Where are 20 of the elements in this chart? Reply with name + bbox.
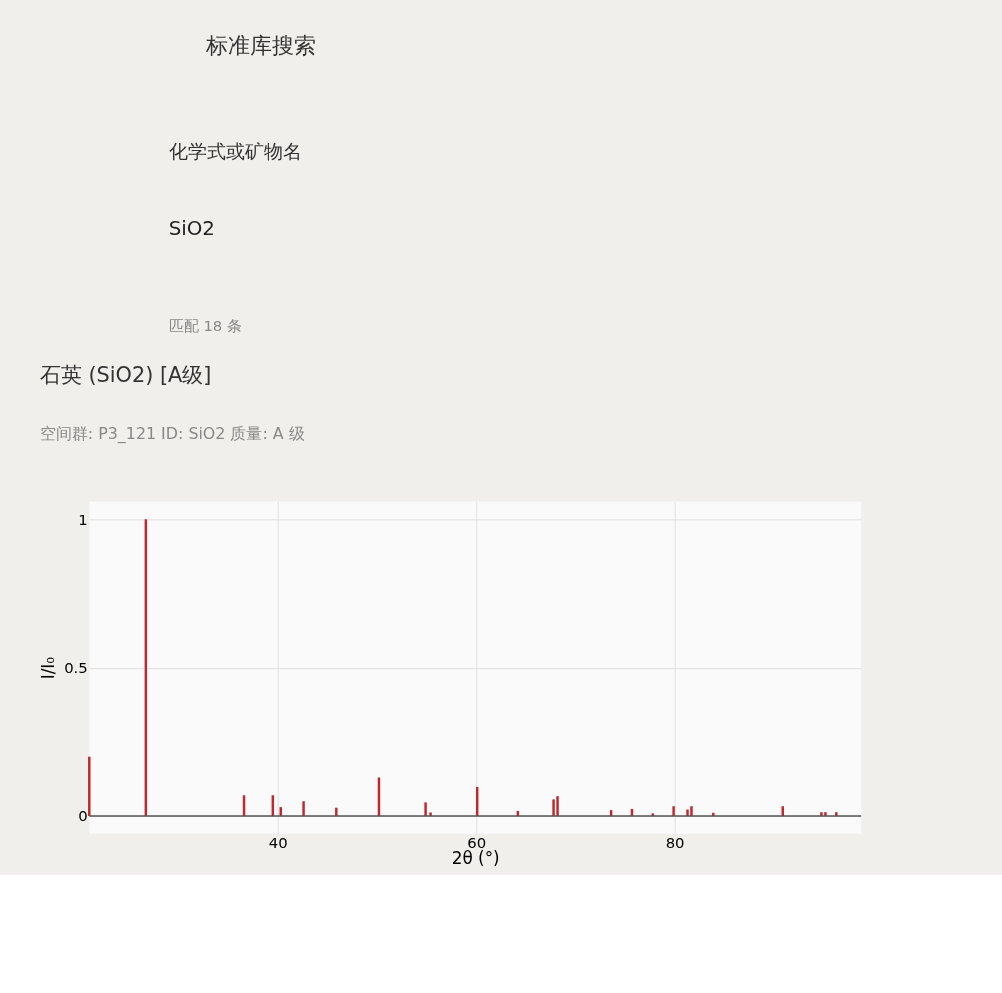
y-axis-title: I/I₀ — [38, 656, 59, 680]
chart-subtitle: 空间群: P3_121 ID: SiO2 质量: A 级 — [39, 423, 305, 444]
bar — [424, 802, 427, 817]
y-tick-label: 0.5 — [64, 659, 88, 678]
text: SiO2 — [168, 216, 215, 240]
x-axis-title: 2θ (°) — [451, 848, 500, 869]
bar — [552, 799, 555, 817]
text: 化学式或矿物名 — [168, 141, 302, 163]
bar — [690, 806, 693, 817]
bar — [302, 801, 305, 817]
y-tick-label: 1 — [78, 510, 88, 529]
bar — [556, 796, 559, 817]
chart-title: 石英 (SiO2) [A级] — [39, 363, 212, 388]
bar — [672, 806, 675, 817]
x-tick-label: 80 — [665, 834, 685, 853]
text: 标准库搜索 — [205, 33, 317, 59]
bar — [88, 756, 91, 817]
x-tick-label: 40 — [268, 834, 288, 853]
y-tick-label: 0 — [78, 807, 88, 826]
text: 匹配 18 条 — [168, 316, 243, 335]
